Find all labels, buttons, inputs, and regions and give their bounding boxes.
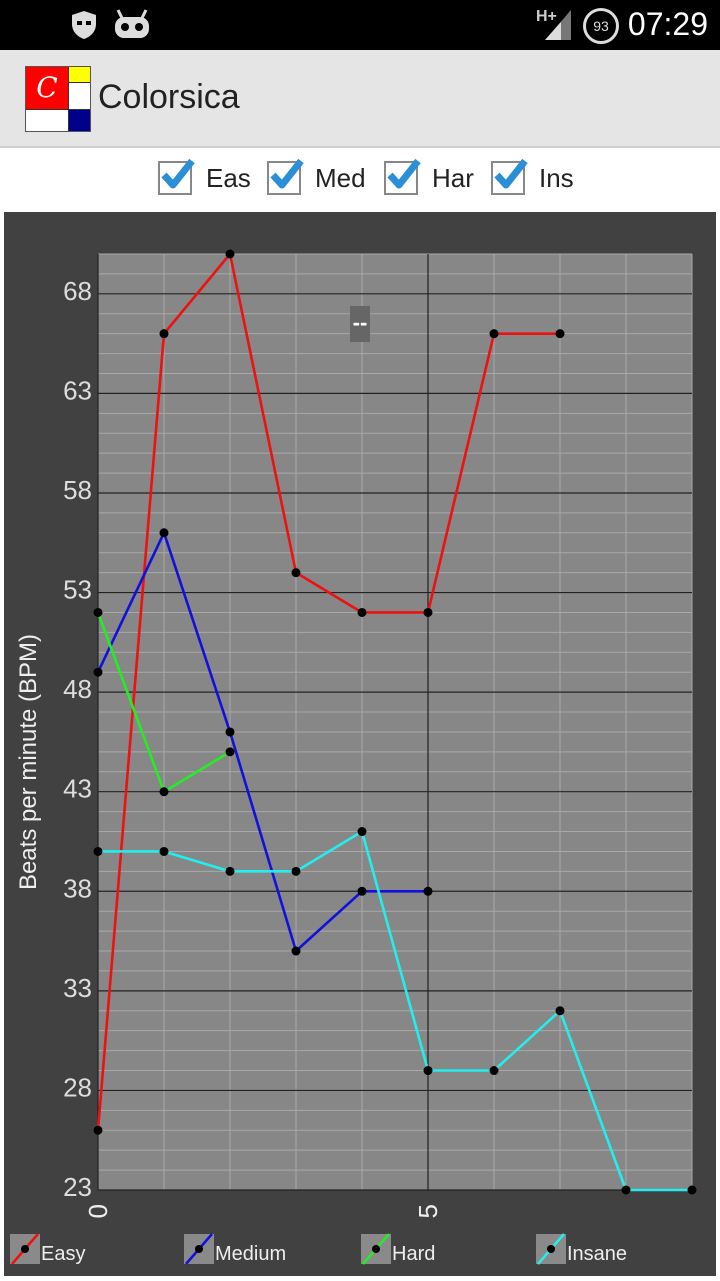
data-point-medium (93, 667, 103, 677)
checkbox-easy[interactable] (158, 158, 195, 195)
y-tick-label: 33 (63, 973, 92, 1003)
y-tick-label: 63 (63, 375, 92, 405)
legend-label-easy: Easy (41, 1243, 85, 1265)
y-tick-label: 43 (63, 774, 92, 804)
data-point-easy (225, 249, 235, 259)
filter-label: Ins (539, 162, 574, 193)
check-icon (494, 158, 528, 189)
legend-label-hard: Hard (392, 1243, 435, 1265)
data-point-insane (489, 1066, 499, 1076)
y-axis-label: Beats per minute (BPM) (15, 634, 42, 890)
legend-dot-insane (547, 1245, 555, 1253)
filter-hard[interactable]: Har (384, 158, 474, 196)
x-tick-label: 5 (413, 1204, 443, 1218)
data-point-insane (93, 846, 103, 856)
data-point-medium (357, 886, 367, 896)
data-point-hard (159, 787, 169, 797)
action-bar: C Colorsica (0, 50, 720, 148)
bpm-chart[interactable]: 23 28 33 38 43 48 53 58 63 68 0 5 Beats per minute (… (4, 212, 716, 1276)
data-point-insane (291, 866, 301, 876)
robot-icon (115, 9, 149, 38)
app-logo: C (25, 66, 91, 132)
series-line-insane (98, 830, 692, 1192)
y-tick-label: 58 (63, 475, 92, 505)
legend-dot-hard (372, 1245, 380, 1253)
data-point-insane (621, 1185, 631, 1195)
status-bar: H+ 93 07:29 (0, 0, 720, 50)
filter-easy[interactable]: Eas (158, 158, 251, 196)
data-point-easy (423, 607, 433, 617)
series-line-easy (96, 252, 560, 1131)
legend-dot-easy (21, 1245, 29, 1253)
data-point-medium (423, 886, 433, 896)
y-tick-label: 48 (63, 674, 92, 704)
check-icon (161, 158, 195, 189)
y-tick-label: 68 (63, 276, 92, 306)
difficulty-filters: Eas Med Har Ins (0, 148, 720, 210)
x-tick-label: 0 (83, 1204, 113, 1218)
data-point-medium (225, 727, 235, 737)
y-tick-label: 28 (63, 1072, 92, 1102)
series-line-medium (96, 531, 428, 953)
data-point-insane (159, 846, 169, 856)
y-tick-label: 38 (63, 873, 92, 903)
legend-dot-medium (195, 1245, 203, 1253)
filter-insane[interactable]: Ins (491, 158, 574, 196)
checkbox-hard[interactable] (384, 158, 421, 195)
data-point-insane (423, 1066, 433, 1076)
signal-icon (545, 10, 571, 40)
y-tick-label: 53 (63, 575, 92, 605)
data-point-insane (555, 1006, 565, 1016)
legend-label-insane: Insane (567, 1243, 627, 1265)
data-point-insane (225, 866, 235, 876)
data-point-medium (159, 528, 169, 538)
data-point-easy (489, 329, 499, 339)
data-point-insane (357, 827, 367, 837)
checkbox-medium[interactable] (267, 158, 304, 195)
check-icon (270, 158, 304, 189)
shield-icon (72, 11, 96, 39)
network-type: H+ (536, 8, 557, 25)
data-point-easy (159, 329, 169, 339)
app-title: Colorsica (98, 78, 240, 116)
y-tick-label: 23 (63, 1172, 92, 1202)
data-point-hard (93, 607, 103, 617)
chart-panel[interactable]: 23 28 33 38 43 48 53 58 63 68 0 5 Beats per minute (… (4, 212, 716, 1276)
filter-medium[interactable]: Med (267, 158, 366, 196)
battery-icon: 93 (583, 8, 619, 44)
data-point-easy (555, 329, 565, 339)
plot-area (98, 254, 692, 1190)
data-point-hard (225, 747, 235, 757)
clock: 07:29 (627, 6, 708, 42)
logo-letter: C (26, 67, 68, 109)
legend-label-medium: Medium (215, 1243, 286, 1265)
data-point-easy (291, 568, 301, 578)
annotation-box (350, 306, 370, 342)
data-point-easy (93, 1125, 103, 1135)
check-icon (387, 158, 421, 189)
checkbox-insane[interactable] (491, 158, 528, 195)
filter-label: Eas (206, 162, 251, 193)
data-point-insane (687, 1185, 697, 1195)
filter-label: Med (315, 162, 366, 193)
data-point-medium (291, 946, 301, 956)
data-point-easy (357, 607, 367, 617)
filter-label: Har (432, 162, 474, 193)
annotation-label: -- (353, 310, 368, 335)
